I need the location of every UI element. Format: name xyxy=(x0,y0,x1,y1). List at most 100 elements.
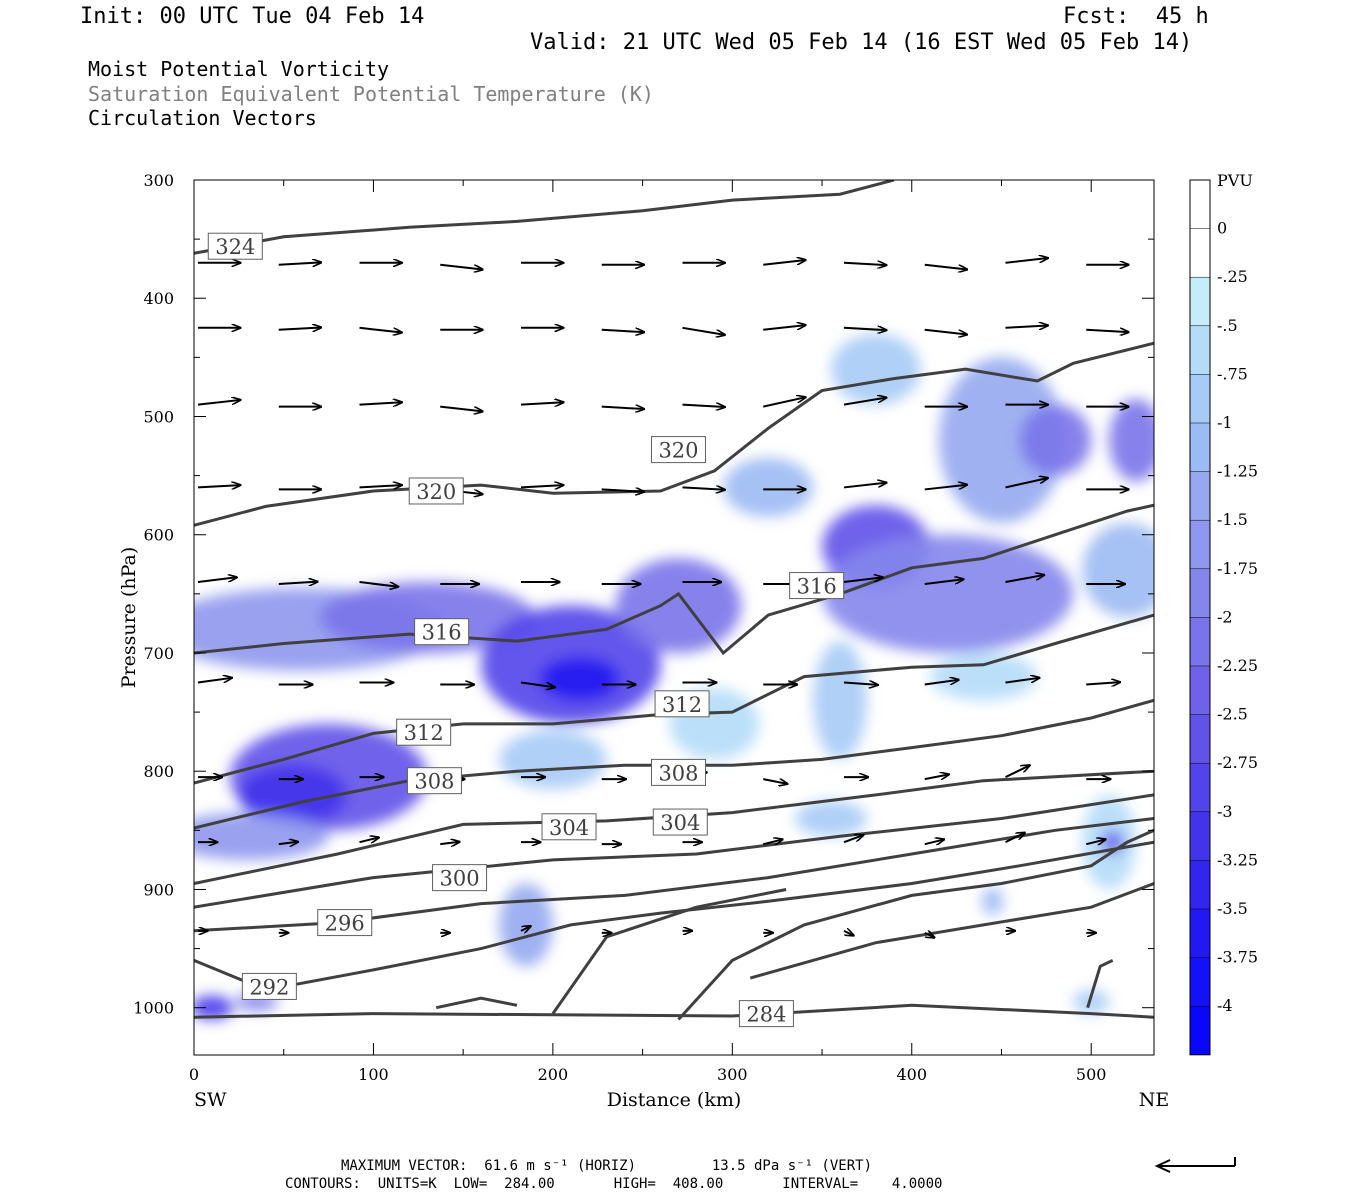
colorbar-swatch-11 xyxy=(1190,714,1210,764)
vector-3-10 xyxy=(1005,478,1047,489)
vector-8-8 xyxy=(843,931,854,936)
contour-label-6: 312 xyxy=(662,693,702,717)
vector-2-7 xyxy=(763,397,805,408)
x-tick-label-0: 0 xyxy=(189,1065,199,1084)
mpv-region-20 xyxy=(194,995,234,1020)
mpv-region-11 xyxy=(1019,404,1092,476)
contour-label-8: 308 xyxy=(658,761,698,785)
colorbar-label-12: -3 xyxy=(1217,802,1233,821)
plot-frame xyxy=(193,179,1155,1056)
colorbar-label-13: -3.25 xyxy=(1217,850,1258,869)
contour-label-10: 304 xyxy=(660,811,700,835)
contour-label-box-7 xyxy=(406,767,462,795)
contour-label-0: 324 xyxy=(215,235,255,259)
mpv-region-12 xyxy=(1109,398,1154,482)
vector-2-5 xyxy=(601,407,644,409)
colorbar-swatch-9 xyxy=(1190,617,1210,666)
colorbar-label-7: -1.75 xyxy=(1217,559,1258,578)
vector-3-9 xyxy=(924,485,967,491)
x-tick-label-3: 300 xyxy=(717,1065,748,1084)
vector-8-4 xyxy=(520,926,531,931)
x-axis-title: Distance (km) xyxy=(607,1089,742,1111)
colorbar-label-2: -.5 xyxy=(1217,316,1238,335)
vector-1-7 xyxy=(763,325,805,331)
vector-1-11 xyxy=(1086,330,1128,332)
contour-308-7 xyxy=(194,698,1154,830)
vector-1-2 xyxy=(359,326,401,333)
x-end-label-left: SW xyxy=(194,1089,227,1111)
vector-0-1 xyxy=(278,262,321,264)
vector-4-10 xyxy=(1005,575,1044,584)
contour-label-9: 304 xyxy=(549,816,589,840)
contour-extra-1 xyxy=(551,888,787,1015)
mpv-region-17 xyxy=(929,652,1038,701)
y-tick-label-7: 1000 xyxy=(133,999,174,1018)
vector-7-2 xyxy=(359,837,378,842)
vector-4-0 xyxy=(197,577,237,584)
x-tick-label-5: 500 xyxy=(1076,1065,1107,1084)
axes: 300 400 500 600 700 800 900 1000 0 100 200 300 400 50… xyxy=(118,171,1169,1111)
contour-label-box-0 xyxy=(207,232,263,260)
max-vector-info: MAXIMUM VECTOR: 61.6 m s⁻¹ (HORIZ) 13.5 … xyxy=(341,1158,873,1174)
vector-5-9 xyxy=(924,680,959,686)
colorbar-swatch-16 xyxy=(1190,957,1210,1007)
colorbar-swatch-5 xyxy=(1190,423,1210,472)
colorbar-label-0: 0 xyxy=(1217,219,1227,238)
vector-6-10 xyxy=(1005,765,1029,779)
y-axis-title: Pressure (hPa) xyxy=(118,547,140,689)
mpv-region-18 xyxy=(499,729,607,789)
vector-4-1 xyxy=(278,582,318,584)
x-end-label-right: NE xyxy=(1139,1089,1170,1111)
y-tick-label-5: 800 xyxy=(143,762,174,781)
contour-info: CONTOURS: UNITS=K LOW= 284.00 HIGH= 408.… xyxy=(285,1176,943,1192)
contour-label-box-3 xyxy=(414,618,470,646)
vector-5-0 xyxy=(197,678,232,684)
colorbar-swatch-12 xyxy=(1190,763,1210,812)
forecast-hour: Fcst: 45 h xyxy=(1063,4,1209,29)
vector-7-7 xyxy=(762,839,782,844)
colorbar-swatch-2 xyxy=(1190,277,1210,326)
vector-3-6 xyxy=(682,487,724,489)
mpv-region-4 xyxy=(615,558,742,653)
mpv-region-14 xyxy=(831,333,921,405)
vector-2-6 xyxy=(682,405,724,407)
colorbar-swatch-1 xyxy=(1190,228,1210,278)
vector-2-3 xyxy=(440,405,482,412)
y-tick-label-6: 900 xyxy=(143,880,174,899)
vector-6-9 xyxy=(924,774,949,781)
contour-extra-0 xyxy=(677,828,1154,1021)
vector-7-3 xyxy=(440,842,459,844)
mpv-region-13 xyxy=(1082,522,1154,618)
contour-label-14: 284 xyxy=(746,1003,786,1027)
colorbar-label-8: -2 xyxy=(1217,607,1233,626)
vector-3-0 xyxy=(197,485,240,487)
contour-label-3: 316 xyxy=(422,621,462,645)
mpv-region-7 xyxy=(194,812,329,860)
y-tick-label-4: 700 xyxy=(143,644,174,663)
colorbar: PVU 0 -.25 -.5 -.75 -1 -1.25 -1.5 -1.75 -2 -2.25 -2… xyxy=(1189,171,1258,1056)
contour-292-13 xyxy=(194,840,1154,992)
mpv-region-26 xyxy=(1073,989,1110,1014)
colorbar-swatch-4 xyxy=(1190,374,1210,423)
contour-extra-2 xyxy=(749,882,1154,980)
colorbar-label-5: -1.25 xyxy=(1217,462,1258,481)
vector-1-1 xyxy=(278,327,321,329)
colorbar-swatch-0 xyxy=(1190,180,1210,229)
colorbar-swatch-7 xyxy=(1190,520,1210,569)
vector-7-10 xyxy=(1005,833,1024,844)
colorbar-swatch-10 xyxy=(1190,666,1210,715)
vector-6-7 xyxy=(763,778,787,784)
x-tick-label-2: 200 xyxy=(538,1065,569,1084)
init-time: Init: 00 UTC Tue 04 Feb 14 xyxy=(80,4,425,29)
field-title-mpv: Moist Potential Vorticity xyxy=(88,57,390,81)
vector-1-10 xyxy=(1005,325,1047,327)
contour-label-box-8 xyxy=(650,758,706,786)
contour-label-box-4 xyxy=(789,572,845,600)
vector-3-4 xyxy=(520,485,563,487)
x-tick-label-4: 400 xyxy=(896,1065,927,1084)
contour-label-2: 320 xyxy=(658,439,698,463)
colorbar-swatch-13 xyxy=(1190,811,1210,861)
colorbar-label-6: -1.5 xyxy=(1217,510,1248,529)
vector-5-10 xyxy=(1005,678,1039,684)
mpv-region-3 xyxy=(540,657,620,701)
